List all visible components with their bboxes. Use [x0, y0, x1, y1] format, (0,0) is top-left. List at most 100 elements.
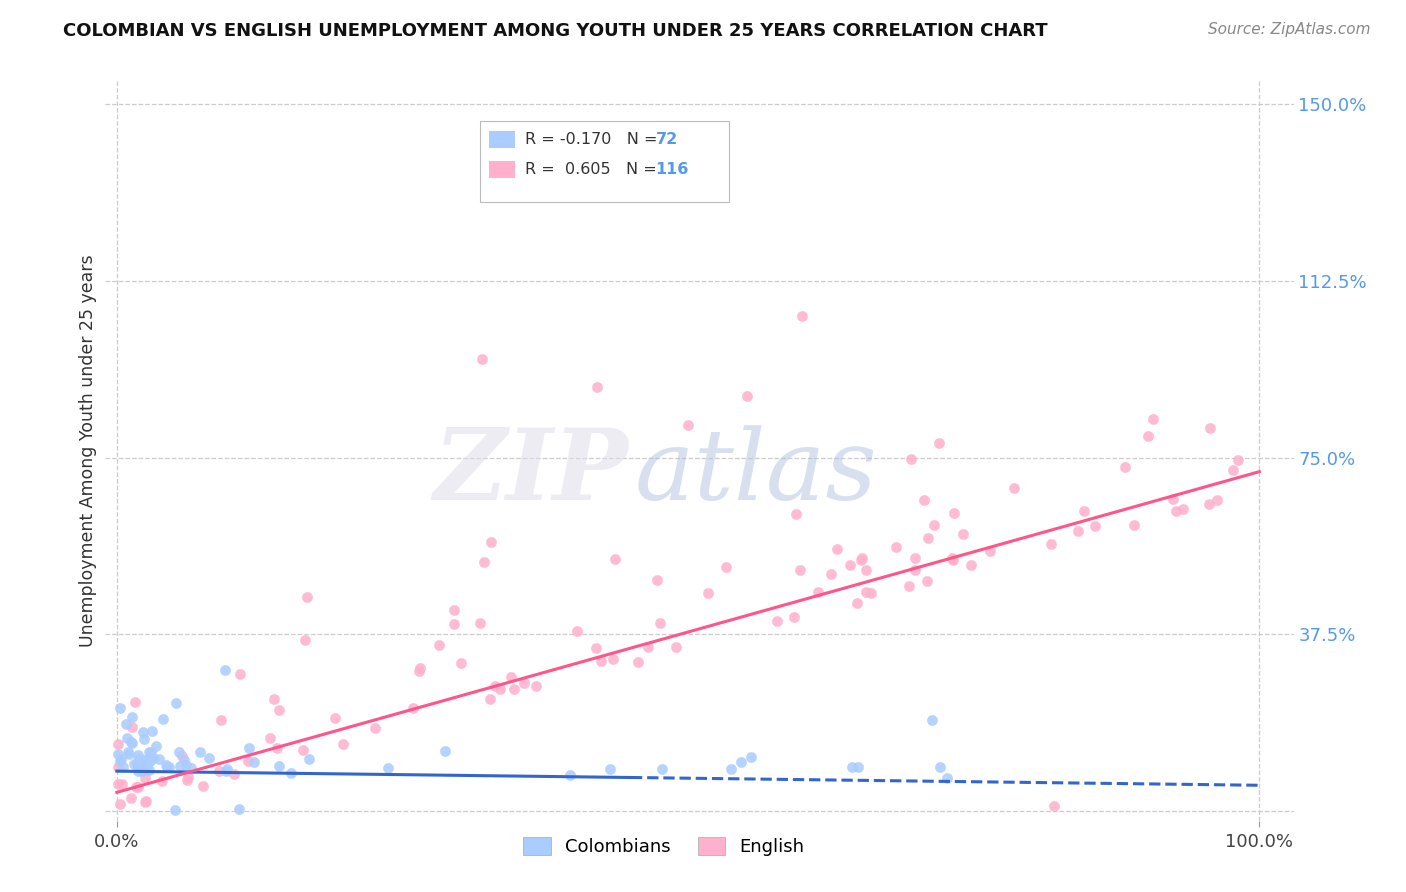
Point — [107, 738, 129, 752]
Point — [111, 777, 134, 791]
Point — [148, 752, 170, 766]
Point — [152, 712, 174, 726]
Point — [637, 640, 659, 654]
Point — [960, 558, 983, 573]
Point — [785, 507, 807, 521]
Point — [979, 543, 1001, 558]
Point — [589, 654, 612, 668]
Point — [155, 758, 177, 772]
Point — [720, 762, 742, 776]
Point — [377, 760, 399, 774]
Point — [921, 713, 943, 727]
Point — [838, 558, 860, 572]
Point — [472, 555, 495, 569]
Point — [110, 752, 132, 766]
Point — [267, 703, 290, 717]
Point — [468, 616, 491, 631]
Point — [942, 506, 965, 520]
Text: COLOMBIAN VS ENGLISH UNEMPLOYMENT AMONG YOUTH UNDER 25 YEARS CORRELATION CHART: COLOMBIAN VS ENGLISH UNEMPLOYMENT AMONG … — [63, 22, 1047, 40]
Point — [1166, 504, 1188, 518]
Text: 116: 116 — [655, 162, 689, 177]
Point — [825, 541, 848, 556]
Point — [297, 752, 319, 766]
Point — [730, 756, 752, 770]
Point — [165, 696, 187, 710]
Point — [266, 740, 288, 755]
Point — [479, 691, 502, 706]
Point — [820, 567, 842, 582]
Point — [1206, 493, 1229, 508]
Point — [884, 540, 907, 554]
Point — [1199, 421, 1222, 435]
Bar — [489, 131, 516, 148]
Point — [108, 754, 131, 768]
Point — [169, 759, 191, 773]
Point — [443, 616, 465, 631]
Point — [215, 762, 238, 776]
Point — [648, 615, 671, 630]
Point — [191, 779, 214, 793]
Point — [131, 762, 153, 776]
Point — [841, 760, 863, 774]
Point — [180, 761, 202, 775]
Point — [323, 711, 346, 725]
Point — [1084, 518, 1107, 533]
Point — [665, 640, 688, 655]
Point — [855, 563, 877, 577]
Text: Source: ZipAtlas.com: Source: ZipAtlas.com — [1208, 22, 1371, 37]
Point — [807, 585, 830, 599]
Point — [176, 773, 198, 788]
Point — [1039, 536, 1062, 550]
Point — [163, 803, 186, 817]
Point — [141, 724, 163, 739]
Point — [145, 739, 167, 753]
Point — [627, 655, 650, 669]
Point — [134, 771, 156, 785]
Point — [167, 745, 190, 759]
Point — [1042, 799, 1064, 814]
Point — [229, 667, 252, 681]
Point — [112, 760, 135, 774]
Point — [897, 579, 920, 593]
Point — [120, 735, 142, 749]
Point — [602, 651, 624, 665]
Point — [1142, 412, 1164, 426]
Point — [735, 389, 758, 403]
Point — [433, 744, 456, 758]
Point — [402, 701, 425, 715]
Point — [1163, 492, 1185, 507]
Point — [134, 731, 156, 746]
Point — [503, 681, 526, 696]
Point — [599, 762, 621, 776]
Point — [138, 764, 160, 778]
Point — [846, 760, 869, 774]
Point — [740, 749, 762, 764]
Point — [115, 716, 138, 731]
Point — [928, 436, 950, 450]
Point — [450, 656, 472, 670]
Point — [118, 747, 141, 761]
Point — [124, 780, 146, 794]
Point — [1171, 502, 1194, 516]
Point — [928, 760, 950, 774]
Point — [697, 585, 720, 599]
Point — [107, 760, 129, 774]
Point — [243, 755, 266, 769]
Point — [789, 563, 811, 577]
Point — [121, 736, 143, 750]
Point — [236, 754, 259, 768]
Point — [499, 670, 522, 684]
Point — [558, 768, 581, 782]
Point — [238, 741, 260, 756]
Point — [676, 417, 699, 432]
Point — [127, 780, 149, 794]
Point — [135, 760, 157, 774]
Point — [567, 624, 589, 639]
Point — [131, 759, 153, 773]
Point — [766, 614, 789, 628]
Point — [222, 767, 245, 781]
Text: R = -0.170   N =: R = -0.170 N = — [524, 132, 662, 147]
Point — [427, 638, 450, 652]
Point — [294, 633, 316, 648]
Point — [188, 745, 211, 759]
